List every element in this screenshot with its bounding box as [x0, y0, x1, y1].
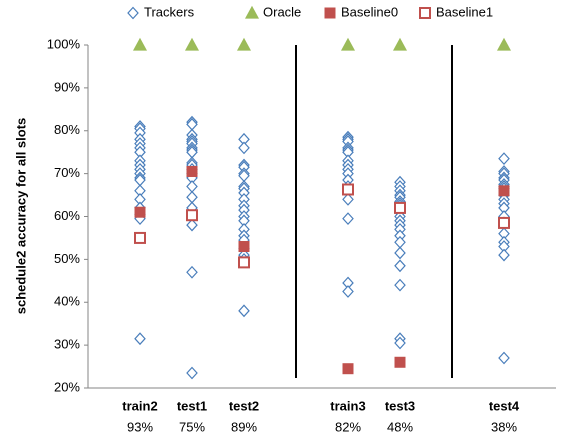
legend-label: Baseline0 [341, 4, 398, 19]
data-point [498, 152, 510, 166]
legend-marker [127, 6, 139, 20]
data-point [394, 201, 406, 214]
data-point [394, 336, 406, 350]
legend-label: Baseline1 [436, 4, 493, 19]
y-tick-label: 50% [54, 251, 80, 266]
data-point [186, 190, 198, 204]
x-sub-label: 89% [231, 419, 257, 434]
data-point [186, 180, 198, 193]
data-point [236, 37, 252, 51]
data-point [342, 183, 354, 196]
data-point [134, 231, 146, 244]
data-point [342, 285, 354, 298]
data-point [238, 256, 250, 269]
data-point [340, 37, 356, 51]
data-point [394, 259, 406, 273]
data-point [496, 37, 512, 51]
data-point [186, 209, 198, 222]
x-sub-label: 75% [179, 419, 205, 434]
y-tick-label: 70% [54, 165, 80, 180]
data-point [394, 278, 406, 292]
data-point [184, 37, 200, 51]
y-tick-label: 100% [47, 36, 81, 51]
data-point [394, 356, 406, 368]
x-tick-label: test1 [177, 398, 207, 413]
x-tick-label: test4 [489, 398, 520, 413]
data-point [186, 218, 198, 232]
y-axis-label: schedule2 accuracy for all slots [13, 118, 28, 315]
data-point [498, 216, 510, 229]
data-point [392, 37, 408, 51]
data-point [498, 185, 510, 197]
y-tick-label: 30% [54, 337, 80, 352]
legend-label: Oracle [263, 4, 301, 19]
y-tick-label: 40% [54, 294, 80, 309]
x-tick-label: test2 [229, 398, 259, 413]
data-point [186, 165, 198, 177]
data-point [342, 363, 354, 375]
legend-marker [244, 5, 260, 19]
x-sub-label: 38% [491, 419, 517, 434]
data-point [132, 37, 148, 51]
x-tick-label: train3 [330, 398, 365, 413]
data-point [238, 141, 250, 155]
data-point [394, 235, 406, 249]
y-tick-label: 20% [54, 379, 80, 394]
data-point [186, 265, 198, 279]
x-tick-label: train2 [122, 398, 157, 413]
x-sub-label: 48% [387, 419, 413, 434]
data-point [342, 192, 354, 206]
y-tick-label: 90% [54, 79, 80, 94]
data-point [238, 241, 250, 253]
data-point [134, 206, 146, 218]
legend-label: Trackers [144, 4, 195, 19]
y-tick-label: 80% [54, 122, 80, 137]
data-point [342, 212, 354, 226]
legend-marker [419, 7, 431, 19]
data-point [186, 366, 198, 380]
data-point [238, 304, 250, 318]
data-point [498, 351, 510, 365]
data-point [498, 248, 510, 262]
data-point [394, 246, 406, 260]
x-tick-label: test3 [385, 398, 415, 413]
x-sub-label: 93% [127, 419, 153, 434]
legend-marker [324, 7, 336, 19]
x-sub-label: 82% [335, 419, 361, 434]
data-point [134, 332, 146, 346]
y-tick-label: 60% [54, 208, 80, 223]
